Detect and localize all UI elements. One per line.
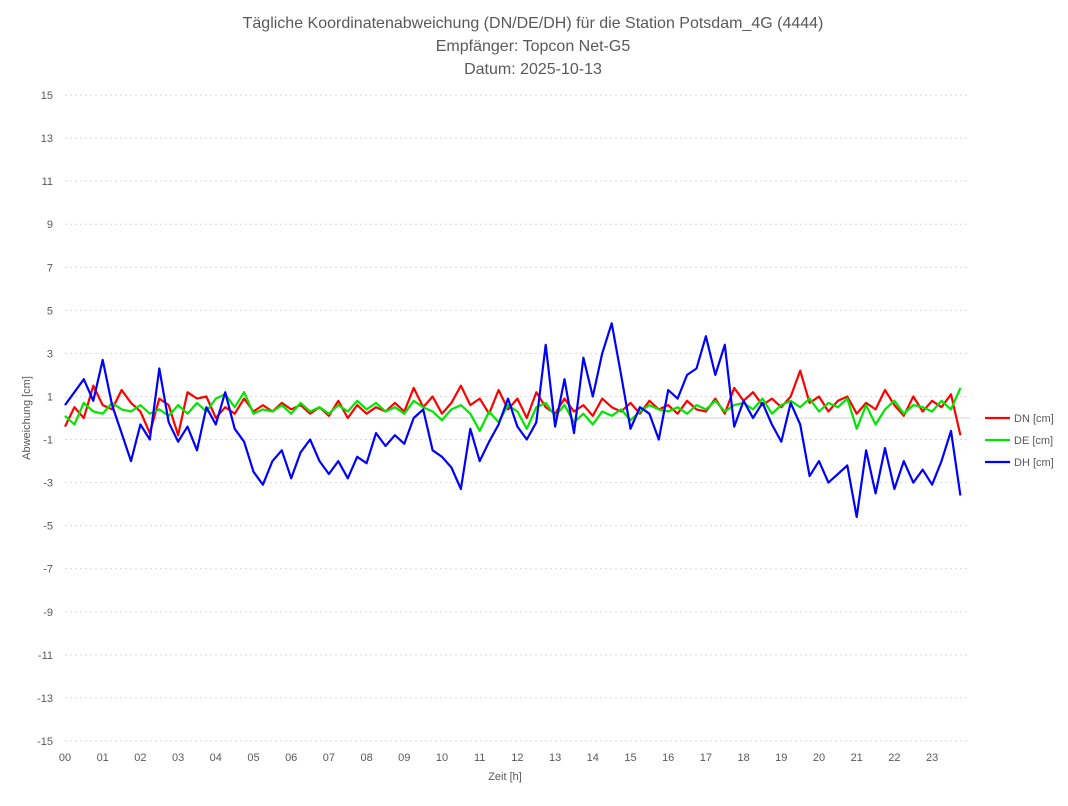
x-tick-label: 11: [474, 752, 485, 764]
x-tick-label: 02: [134, 752, 146, 764]
x-tick-label: 19: [775, 752, 787, 764]
series-line-de: [64, 387, 962, 432]
x-tick-label: 09: [398, 752, 410, 764]
x-axis-ticks: 00 01 02 03 04 05 06 07 08 09 10 11 12 13 14 15 16 17 18 19…: [59, 752, 938, 764]
legend: DN [cm] DE [cm] DH [cm]: [985, 413, 1054, 469]
grid: [65, 94, 970, 742]
chart-title-line-2: Empfänger: Topcon Net-G5: [436, 38, 631, 55]
y-tick-label: 5: [47, 305, 53, 317]
y-tick-label: 15: [41, 90, 53, 102]
x-tick-label: 05: [247, 752, 259, 764]
x-tick-label: 13: [549, 752, 561, 764]
legend-label: DN [cm]: [1014, 413, 1054, 425]
y-tick-label: 9: [47, 219, 53, 231]
series-line-dh: [64, 322, 962, 519]
y-tick-label: -15: [37, 736, 53, 748]
x-tick-label: 17: [700, 752, 712, 764]
x-tick-label: 04: [210, 752, 222, 764]
chart-title-line-3: Datum: 2025-10-13: [464, 61, 602, 78]
y-tick-label: 13: [41, 133, 53, 145]
y-tick-label: -7: [43, 564, 53, 576]
x-tick-label: 18: [737, 752, 749, 764]
y-tick-label: -3: [43, 478, 53, 490]
y-tick-label: -11: [38, 650, 53, 662]
y-axis-ticks: 15 13 11 9 7 5 3 1 -1 -3 -5 -7 -9 -11 -13 -15: [37, 90, 53, 748]
x-tick-label: 20: [813, 752, 825, 764]
x-tick-label: 06: [285, 752, 297, 764]
chart-title-line-1: Tägliche Koordinatenabweichung (DN/DE/DH…: [243, 15, 824, 32]
x-tick-label: 00: [59, 752, 71, 764]
y-tick-label: 3: [47, 348, 53, 360]
y-tick-label: -9: [43, 607, 53, 619]
x-tick-label: 15: [624, 752, 636, 764]
y-tick-label: 1: [47, 391, 53, 403]
y-tick-label: -5: [43, 521, 53, 533]
x-tick-label: 23: [926, 752, 938, 764]
x-tick-label: 01: [97, 752, 109, 764]
x-tick-label: 10: [436, 752, 448, 764]
y-tick-label: -13: [37, 693, 53, 705]
x-tick-label: 07: [323, 752, 335, 764]
y-tick-label: -1: [43, 435, 53, 447]
x-tick-label: 08: [360, 752, 372, 764]
y-tick-label: 11: [42, 176, 53, 188]
series-lines: [64, 322, 962, 519]
x-tick-label: 21: [851, 752, 863, 764]
x-tick-label: 14: [587, 752, 599, 764]
series-line-dn: [64, 369, 962, 437]
y-tick-label: 7: [47, 262, 53, 274]
y-axis-title: Abweichung [cm]: [21, 376, 33, 460]
legend-label: DE [cm]: [1014, 435, 1053, 447]
x-tick-label: 22: [888, 752, 900, 764]
x-tick-label: 03: [172, 752, 184, 764]
legend-label: DH [cm]: [1014, 457, 1054, 469]
x-tick-label: 12: [511, 752, 523, 764]
x-axis-title: Zeit [h]: [488, 771, 522, 783]
x-tick-label: 16: [662, 752, 674, 764]
